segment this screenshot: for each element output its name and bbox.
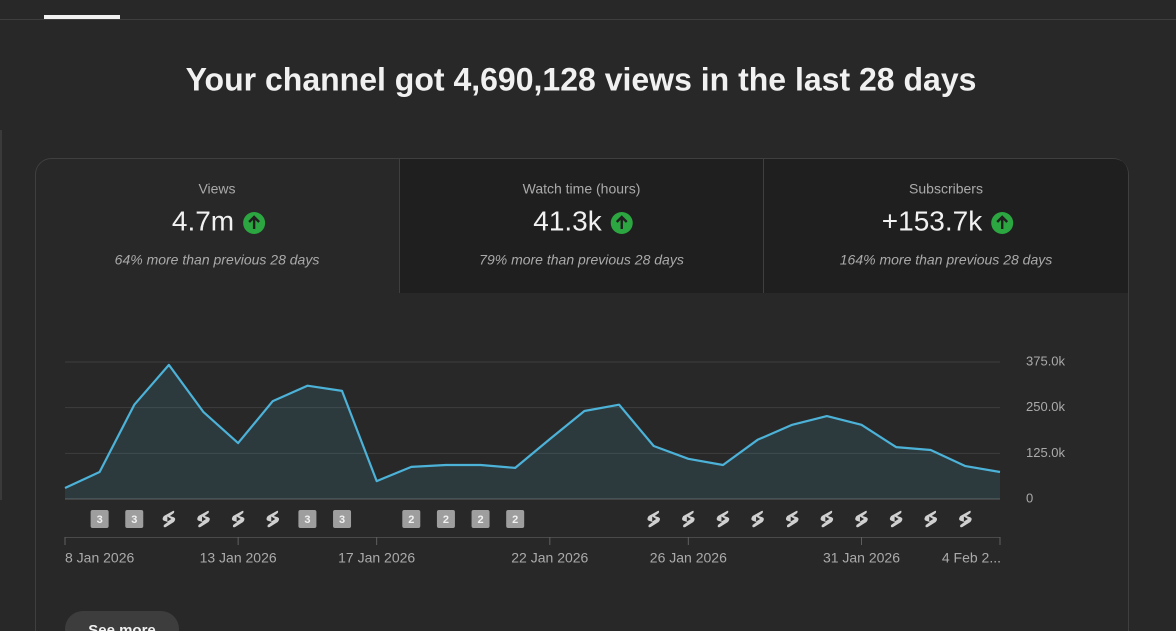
tab-value: 4.7m	[172, 205, 234, 236]
area-fill	[65, 364, 1000, 499]
active-tab-underline	[44, 15, 120, 19]
tab-value: +153.7k	[882, 205, 983, 236]
badge-label: 3	[339, 514, 345, 526]
x-tick-label: 22 Jan 2026	[511, 550, 588, 566]
see-more-button[interactable]: See more	[65, 611, 179, 631]
shorts-play	[929, 516, 934, 522]
shorts-play	[825, 516, 830, 522]
tab-label: Watch time (hours)	[523, 181, 641, 197]
y-tick-label: 0	[1026, 490, 1033, 505]
x-tick-label: 8 Jan 2026	[65, 550, 134, 566]
badge-bg	[298, 510, 317, 528]
tab-value: 41.3k	[533, 205, 602, 236]
badge-label: 2	[512, 514, 518, 526]
tab-change: 79% more than previous 28 days	[479, 252, 684, 268]
x-tick-label: 17 Jan 2026	[338, 550, 415, 566]
x-tick-label: 31 Jan 2026	[823, 550, 900, 566]
x-tick-label: 26 Jan 2026	[650, 550, 727, 566]
y-tick-label: 250.0k	[1026, 399, 1066, 414]
badge-bg	[402, 510, 421, 528]
shorts-play	[236, 516, 241, 522]
shorts-play	[271, 516, 276, 522]
shorts-play	[756, 516, 761, 522]
badge-label: 3	[131, 514, 137, 526]
y-tick-label: 375.0k	[1026, 353, 1066, 368]
area-line	[64, 363, 1001, 489]
badge-bg	[90, 510, 109, 528]
badge-label: 3	[304, 514, 310, 526]
shorts-play	[790, 516, 795, 522]
badge-label: 2	[443, 514, 449, 526]
tab-label: Views	[198, 181, 235, 197]
shorts-play	[167, 516, 172, 522]
shorts-play	[894, 516, 899, 522]
shorts-play	[859, 516, 864, 522]
up-arrow	[996, 215, 1009, 229]
badge-bg	[471, 510, 490, 528]
shorts-play	[652, 516, 657, 522]
button-label[interactable]: See more	[88, 622, 156, 631]
tab-change: 164% more than previous 28 days	[840, 252, 1052, 268]
badge-bg	[436, 510, 455, 528]
shorts-play	[963, 516, 968, 522]
badge-label: 2	[408, 514, 414, 526]
tab-change: 64% more than previous 28 days	[115, 252, 320, 268]
shorts-play	[721, 516, 726, 522]
shorts-play	[686, 516, 691, 522]
metric-tabs: Views 4.7m 64% more than previous 28 days W…	[115, 181, 1053, 268]
x-tick-label: 4 Feb 2...	[942, 550, 1001, 566]
badge-bg	[333, 510, 352, 528]
y-tick-label: 125.0k	[1026, 445, 1066, 460]
side-edge	[0, 130, 2, 500]
tab-label: Subscribers	[909, 181, 983, 197]
badge-bg	[125, 510, 144, 528]
badge-label: 2	[477, 514, 483, 526]
x-tick-label: 13 Jan 2026	[200, 550, 277, 566]
page-title: Your channel got 4,690,128 views in the …	[186, 61, 977, 97]
badge-bg	[506, 510, 525, 528]
chart: 0 125.0k 250.0k 375.0k 3 3 3 3 2 2 2 2 8 Jan 2026 13 …	[64, 353, 1066, 566]
badge-label: 3	[97, 514, 103, 526]
up-arrow	[615, 215, 628, 229]
shorts-play	[202, 516, 207, 522]
up-arrow	[248, 215, 260, 229]
button-bg[interactable]	[65, 611, 179, 631]
